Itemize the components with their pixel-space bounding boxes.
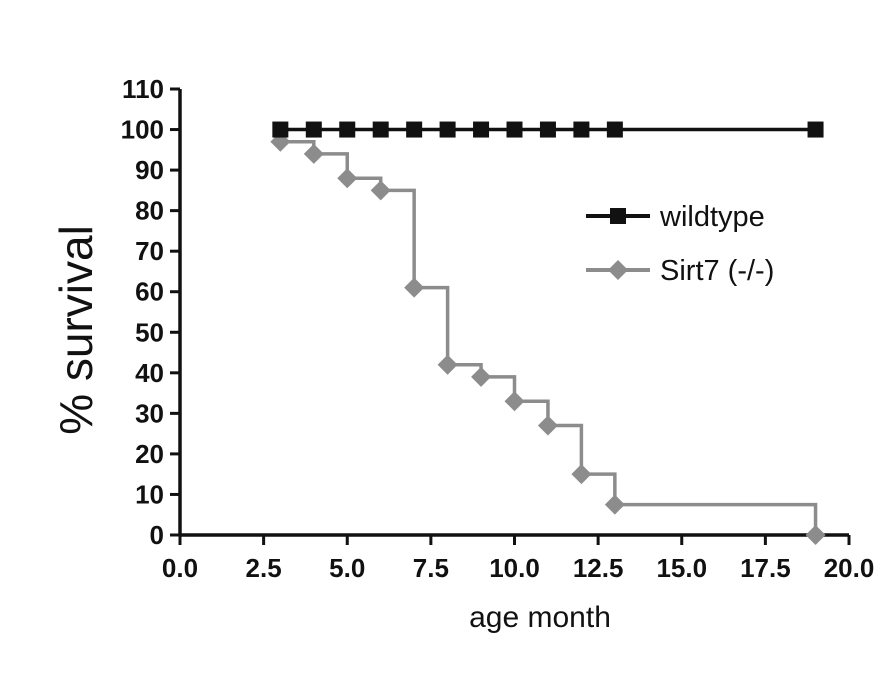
data-point-diamond <box>303 143 324 164</box>
x-tick-label: 7.5 <box>413 553 449 583</box>
legend-label: wildtype <box>659 201 765 233</box>
x-tick-label: 5.0 <box>329 553 365 583</box>
y-tick-label: 30 <box>135 398 164 428</box>
series-wildtype <box>272 121 824 138</box>
data-point-square <box>339 121 356 138</box>
x-tick-label: 12.5 <box>573 553 624 583</box>
data-point-square <box>305 121 322 138</box>
y-tick-label: 90 <box>135 155 164 185</box>
y-tick-label: 50 <box>135 317 164 347</box>
data-point-square <box>573 121 590 138</box>
data-point-diamond <box>604 494 625 515</box>
data-point-square <box>439 121 456 138</box>
legend-item: Sirt7 (-/-) <box>586 255 774 287</box>
data-point-diamond <box>805 525 826 545</box>
y-tick-label: 80 <box>135 196 164 226</box>
x-tick-label: 2.5 <box>246 553 282 583</box>
data-point-square <box>372 121 389 138</box>
x-tick-label: 10.0 <box>489 553 540 583</box>
data-point-diamond <box>537 415 558 436</box>
legend-item: wildtype <box>586 201 765 233</box>
data-point-diamond <box>404 277 425 298</box>
y-tick-label: 110 <box>122 74 164 104</box>
x-tick-label: 15.0 <box>656 553 707 583</box>
series-sirt7- <box>270 131 826 545</box>
data-point-diamond <box>504 391 525 412</box>
y-tick-label: 0 <box>150 520 164 550</box>
x-tick-label: 20.0 <box>824 553 875 583</box>
data-point-diamond <box>437 354 458 375</box>
data-point-square <box>272 121 289 138</box>
y-tick-label: 20 <box>135 439 164 469</box>
y-tick-label: 10 <box>135 479 164 509</box>
legend: wildtype Sirt7 (-/-) <box>586 201 774 287</box>
x-tick-label: 0.0 <box>162 553 198 583</box>
data-point-square <box>807 121 824 138</box>
data-point-diamond <box>337 168 358 189</box>
data-point-square <box>610 208 626 224</box>
y-tick-label: 100 <box>121 115 164 145</box>
legend-label: Sirt7 (-/-) <box>660 255 774 287</box>
data-point-diamond <box>370 180 391 201</box>
y-tick-label: 40 <box>135 358 164 388</box>
y-tick-label: 60 <box>135 277 164 307</box>
data-point-square <box>406 121 423 138</box>
data-point-diamond <box>471 366 492 387</box>
data-point-diamond <box>571 464 592 485</box>
x-axis-title: age month <box>469 601 611 634</box>
series-layer <box>270 121 826 545</box>
data-point-square <box>506 121 523 138</box>
y-axis-title: % survival <box>50 225 102 435</box>
axes: 0 10 20 30 40 50 60 70 80 90 100 110 0.0 2.5 5.0 7.5 10.… <box>121 74 875 583</box>
data-point-square <box>473 121 490 138</box>
x-tick-label: 17.5 <box>740 553 791 583</box>
data-point-diamond <box>608 260 628 280</box>
data-point-square <box>539 121 556 138</box>
data-point-square <box>606 121 623 138</box>
y-tick-label: 70 <box>135 236 164 266</box>
